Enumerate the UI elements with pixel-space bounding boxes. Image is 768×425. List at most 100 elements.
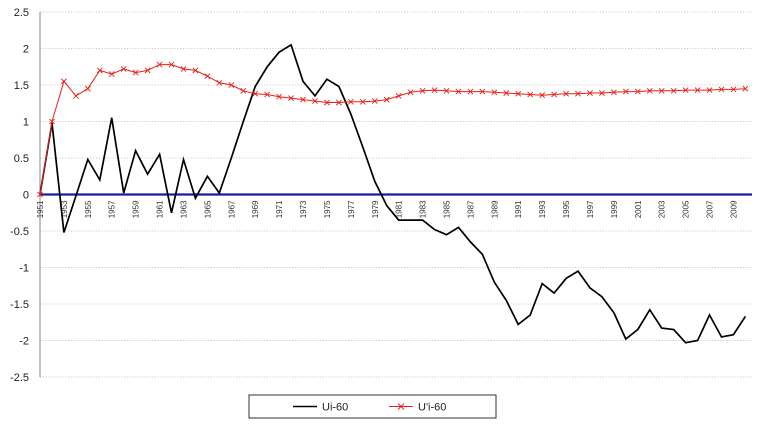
data-point: [443, 87, 450, 94]
x-tick-label: 1961: [156, 200, 165, 218]
data-point: [479, 88, 486, 95]
data-point: [646, 87, 653, 94]
data-point: [730, 86, 737, 93]
data-point: [312, 98, 318, 104]
data-point: [515, 90, 522, 97]
data-point: [180, 66, 187, 72]
legend-label-ui-60: Ui-60: [322, 402, 348, 414]
x-tick-label: 1987: [466, 200, 475, 218]
x-tick-label: 1963: [179, 200, 188, 218]
x-tick-label: 1965: [203, 200, 212, 218]
data-point: [694, 87, 701, 94]
data-point: [96, 67, 103, 74]
data-point: [240, 87, 247, 94]
y-tick-label: 1: [23, 117, 29, 129]
x-tick-label: 1985: [443, 200, 452, 218]
data-point: [72, 93, 79, 99]
data-point: [467, 88, 474, 95]
data-point: [718, 86, 725, 93]
data-point: [49, 118, 55, 125]
x-axis: 1951 1953 1955 1957 1959 1961 1963 1965 1967 1969…: [36, 193, 752, 218]
x-tick-label: 1999: [610, 200, 619, 218]
data-point: [551, 91, 558, 98]
data-point: [503, 90, 510, 96]
data-point: [682, 87, 689, 94]
data-point: [431, 87, 438, 94]
data-point: [539, 92, 546, 99]
data-point: [192, 67, 199, 74]
data-point: [228, 82, 235, 88]
data-point: [37, 191, 43, 198]
y-tick-label: -2.5: [10, 372, 29, 384]
y-tick-label: -0.5: [10, 226, 29, 238]
data-point: [335, 99, 342, 106]
data-point: [300, 96, 306, 103]
y-tick-label: 0: [23, 190, 29, 202]
data-point: [670, 87, 677, 94]
x-tick-label: 1995: [562, 200, 571, 218]
y-axis: 2.5 2 1.5 1 0.5 0 -0.5 -1 -1.5 -2 -2.5: [10, 7, 41, 384]
data-point: [622, 88, 629, 95]
data-point: [658, 87, 665, 94]
x-tick-label: 2009: [729, 200, 738, 218]
data-point: [371, 98, 378, 104]
x-tick-label: 1989: [490, 200, 499, 218]
data-point: [324, 99, 330, 106]
data-point: [563, 90, 569, 97]
data-point: [706, 87, 713, 94]
series-group: [37, 43, 749, 344]
data-point: [108, 71, 115, 77]
x-tick-label: 1979: [371, 200, 380, 218]
x-tick-label: 2007: [706, 200, 715, 218]
data-point: [383, 96, 390, 103]
data-point: [491, 89, 498, 96]
x-tick-label: 1957: [108, 200, 117, 218]
series-line: [39, 43, 747, 344]
data-point: [395, 93, 402, 99]
x-tick-label: 1969: [251, 200, 260, 218]
y-tick-label: -1.5: [10, 299, 29, 311]
data-point: [407, 89, 414, 96]
x-tick-label: 1967: [227, 200, 236, 218]
x-tick-label: 2003: [658, 200, 667, 218]
data-point: [610, 89, 617, 96]
x-tick-label: 1959: [132, 200, 141, 218]
data-point: [120, 66, 127, 72]
legend-label-u-prime-i-60: U'i-60: [418, 402, 446, 414]
x-tick-label: 1975: [323, 200, 332, 218]
data-point: [168, 61, 175, 68]
series-ui-60: [39, 43, 747, 344]
x-tick-label: 1997: [586, 200, 595, 218]
x-tick-label: 1981: [395, 200, 404, 218]
y-tick-label: 1.5: [14, 80, 29, 92]
x-tick-label: 1991: [514, 200, 523, 218]
x-tick-label: 1955: [84, 200, 93, 218]
x-tick-label: 2001: [634, 200, 643, 218]
data-point: [216, 79, 223, 86]
y-tick-label: 2.5: [14, 7, 29, 19]
legend-box: [248, 394, 497, 419]
data-point: [264, 91, 271, 98]
data-point: [347, 98, 354, 105]
data-point: [359, 98, 366, 105]
x-tick-label: 1973: [299, 200, 308, 218]
data-point: [288, 95, 294, 102]
x-tick-label: 1993: [538, 200, 547, 218]
data-point: [156, 61, 163, 68]
data-point: [599, 90, 605, 96]
series-line: [39, 64, 746, 195]
data-point: [742, 85, 749, 92]
x-tick-label: 2005: [682, 200, 691, 218]
data-point: [60, 78, 67, 85]
x-tick-label: 1977: [347, 200, 356, 218]
data-point: [84, 85, 91, 92]
x-tick-label: 1953: [60, 200, 69, 218]
data-point: [527, 91, 534, 98]
data-point: [634, 88, 641, 95]
y-tick-label: 0.5: [14, 153, 29, 165]
data-point: [455, 88, 462, 95]
data-point: [132, 69, 139, 76]
x-tick-label: 1971: [275, 200, 284, 218]
y-tick-label: -1: [19, 263, 29, 275]
